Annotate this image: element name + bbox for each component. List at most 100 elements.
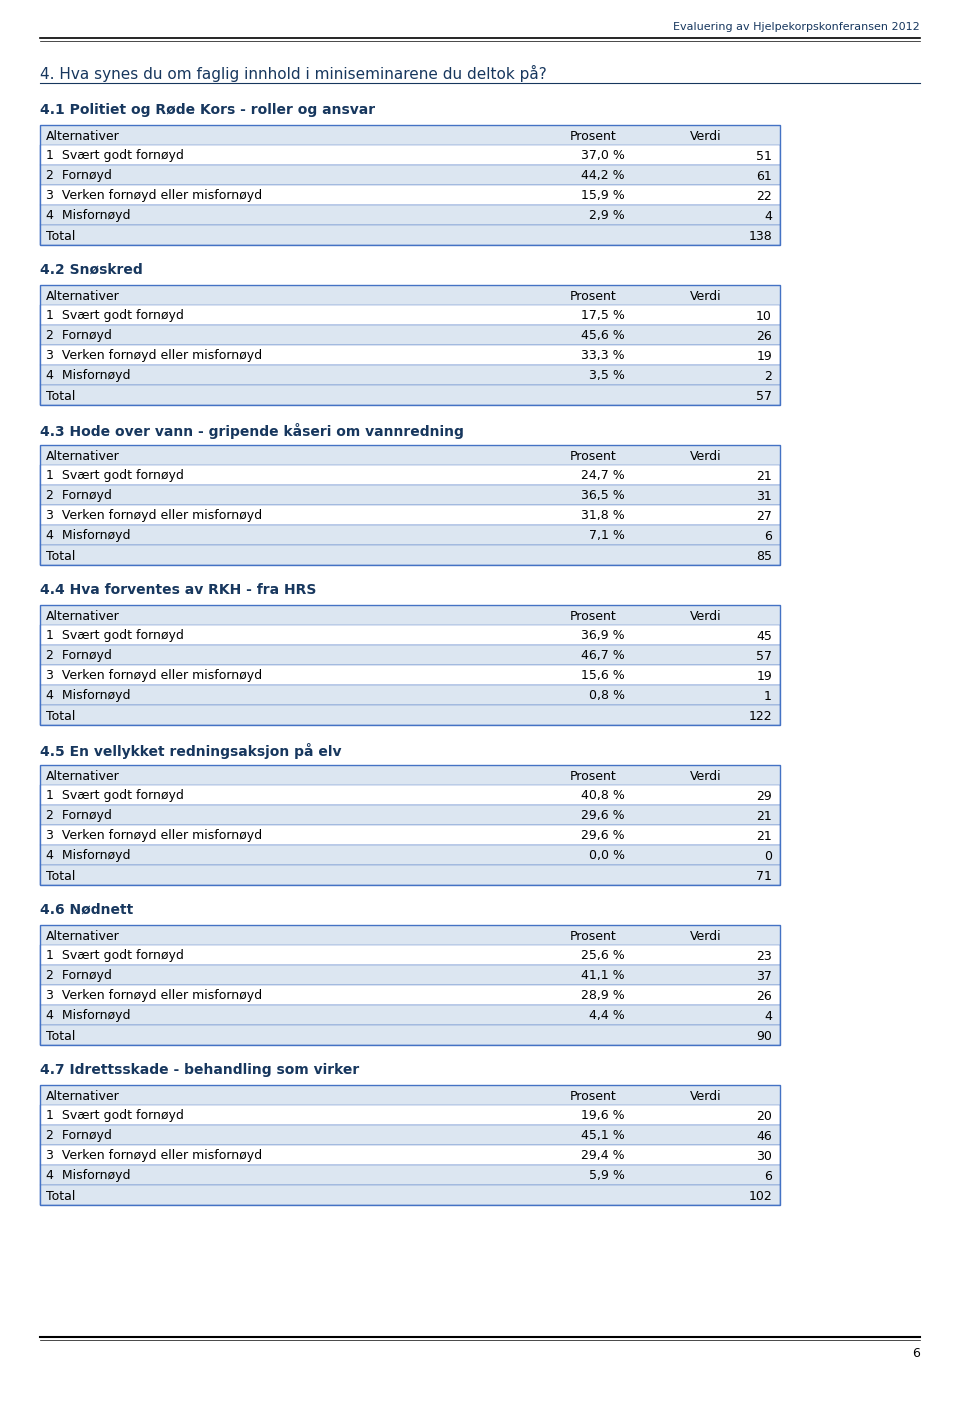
Text: 4  Misfornøyd: 4 Misfornøyd [46,1169,131,1182]
Text: 10: 10 [756,310,772,322]
Text: 3  Verken fornøyd eller misfornøyd: 3 Verken fornøyd eller misfornøyd [46,189,262,202]
Text: 27: 27 [756,509,772,523]
Bar [40,306,780,325]
Bar [40,606,780,725]
Bar [40,524,780,545]
Text: Total: Total [46,230,76,243]
Bar [40,824,780,845]
Text: 85: 85 [756,550,772,562]
Text: 26: 26 [756,329,772,342]
Bar [40,345,780,365]
Text: Prosent: Prosent [570,930,616,942]
Text: Total: Total [46,390,76,402]
Text: 19,6 %: 19,6 % [582,1109,625,1123]
Text: 6: 6 [764,1169,772,1182]
Bar [40,365,780,386]
Text: 6: 6 [912,1347,920,1360]
Bar [40,845,780,865]
Text: 5,9 %: 5,9 % [589,1169,625,1182]
Text: 45,1 %: 45,1 % [581,1130,625,1143]
Text: Alternativer: Alternativer [46,930,120,942]
Text: 31: 31 [756,489,772,502]
Text: Prosent: Prosent [570,289,616,303]
Text: Verdi: Verdi [690,129,722,143]
Text: Verdi: Verdi [690,450,722,463]
Bar [40,125,780,245]
Bar [40,545,780,565]
Text: Alternativer: Alternativer [46,1089,120,1102]
Text: 23: 23 [756,949,772,963]
Text: 4  Misfornøyd: 4 Misfornøyd [46,850,131,862]
Text: 0,0 %: 0,0 % [589,850,625,862]
Text: 19: 19 [756,670,772,683]
Text: 3  Verken fornøyd eller misfornøyd: 3 Verken fornøyd eller misfornøyd [46,990,262,1002]
Text: 2  Fornøyd: 2 Fornøyd [46,649,112,663]
Text: 29,4 %: 29,4 % [582,1150,625,1162]
Text: 21: 21 [756,470,772,482]
Text: 2  Fornøyd: 2 Fornøyd [46,1130,112,1143]
Text: 4.4 Hva forventes av RKH - fra HRS: 4.4 Hva forventes av RKH - fra HRS [40,583,317,597]
Text: Total: Total [46,869,76,882]
Text: 15,6 %: 15,6 % [581,670,625,683]
Text: 29: 29 [756,789,772,802]
Text: 2: 2 [764,370,772,383]
Bar [40,1025,780,1044]
Bar [40,705,780,725]
Text: Total: Total [46,1029,76,1043]
Text: Prosent: Prosent [570,610,616,622]
Bar [40,1124,780,1145]
Text: Prosent: Prosent [570,129,616,143]
Text: 2  Fornøyd: 2 Fornøyd [46,170,112,182]
Text: 57: 57 [756,390,772,402]
Text: 24,7 %: 24,7 % [581,470,625,482]
Text: 19: 19 [756,349,772,363]
Text: Total: Total [46,709,76,722]
Bar [40,285,780,405]
Text: 4  Misfornøyd: 4 Misfornøyd [46,530,131,543]
Text: 21: 21 [756,830,772,843]
Text: 1  Svært godt fornøyd: 1 Svært godt fornøyd [46,310,184,322]
Bar [40,765,780,785]
Text: 3  Verken fornøyd eller misfornøyd: 3 Verken fornøyd eller misfornøyd [46,509,262,523]
Text: 29,6 %: 29,6 % [582,830,625,843]
Text: 4.2 Snøskred: 4.2 Snøskred [40,264,143,278]
Bar [40,1085,780,1105]
Text: 6: 6 [764,530,772,543]
Text: 1  Svært godt fornøyd: 1 Svært godt fornøyd [46,470,184,482]
Bar [40,645,780,665]
Text: Alternativer: Alternativer [46,129,120,143]
Bar [40,125,780,144]
Bar [40,986,780,1005]
Bar [40,1085,780,1204]
Text: 20: 20 [756,1109,772,1123]
Text: 15,9 %: 15,9 % [581,189,625,202]
Text: 71: 71 [756,869,772,882]
Bar [40,686,780,705]
Text: Prosent: Prosent [570,770,616,782]
Text: Verdi: Verdi [690,770,722,782]
Text: 30: 30 [756,1150,772,1162]
Text: 44,2 %: 44,2 % [582,170,625,182]
Text: 0: 0 [764,850,772,862]
Bar [40,665,780,686]
Text: 1: 1 [764,690,772,702]
Text: 26: 26 [756,990,772,1002]
Bar [40,444,780,565]
Text: 45,6 %: 45,6 % [581,329,625,342]
Text: 33,3 %: 33,3 % [582,349,625,363]
Text: 4: 4 [764,209,772,223]
Bar [40,505,780,524]
Text: 4.5 En vellykket redningsaksjon på elv: 4.5 En vellykket redningsaksjon på elv [40,743,342,758]
Text: 4  Misfornøyd: 4 Misfornøyd [46,690,131,702]
Text: 25,6 %: 25,6 % [581,949,625,963]
Text: Total: Total [46,1189,76,1203]
Text: 4: 4 [764,1009,772,1022]
Text: 17,5 %: 17,5 % [581,310,625,322]
Bar [40,1165,780,1185]
Bar [40,1005,780,1025]
Text: 57: 57 [756,649,772,663]
Text: Verdi: Verdi [690,289,722,303]
Text: Total: Total [46,550,76,562]
Bar [40,805,780,824]
Text: 122: 122 [749,709,772,722]
